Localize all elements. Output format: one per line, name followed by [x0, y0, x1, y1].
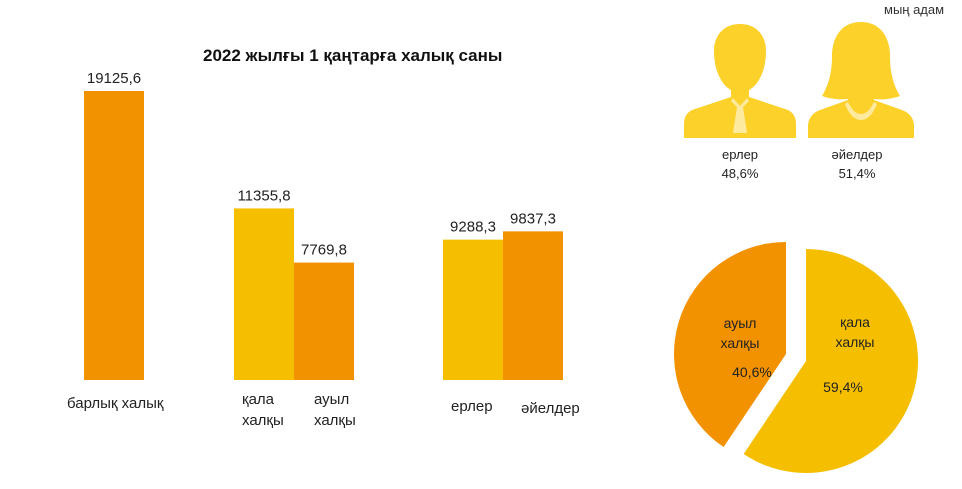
bar-value-label-2-1: 9837,3 [510, 210, 556, 227]
category-label-total: барлық халық [67, 395, 164, 412]
pie-label-0-0: қала [840, 314, 870, 330]
pie-slice-0 [743, 249, 919, 474]
pie-label-1-0: ауыл [724, 315, 757, 331]
pie-label-0-1: халқы [836, 334, 875, 350]
unit-label: мың адам [884, 2, 945, 17]
bar-value-label-1-0: 11355,8 [237, 187, 290, 204]
category-label-rural: ауыл халқы [314, 391, 356, 429]
pie-percent-label-0: 59,4% [823, 379, 863, 395]
category-label-urban: қала халқы [242, 391, 284, 429]
bar-2-0 [443, 239, 503, 380]
bar-2-1 [503, 231, 563, 380]
women-icon-label: әйелдер [831, 147, 883, 162]
bar-value-label-2-0: 9288,3 [450, 219, 496, 236]
category-label-women: әйелдер [521, 400, 580, 417]
category-label-men: ерлер [451, 398, 493, 415]
pie-percent-label-1: 40,6% [732, 364, 772, 380]
pie-label-1-1: халқы [721, 335, 760, 351]
bar-0-0 [84, 91, 144, 380]
women-icon-percent: 51,4% [838, 166, 876, 181]
men-icon-label: ерлер [721, 147, 759, 162]
man-icon [684, 24, 796, 138]
chart-title: 2022 жылғы 1 қаңтарға халық саны [203, 46, 503, 65]
bar-value-label-0-0: 19125,6 [87, 70, 141, 87]
bar-1-1 [294, 262, 354, 380]
woman-icon [808, 22, 914, 138]
bar-value-label-1-1: 7769,8 [301, 242, 347, 259]
pie-slice-1 [674, 242, 786, 448]
men-icon-percent: 48,6% [721, 166, 759, 181]
bar-1-0 [234, 208, 294, 380]
